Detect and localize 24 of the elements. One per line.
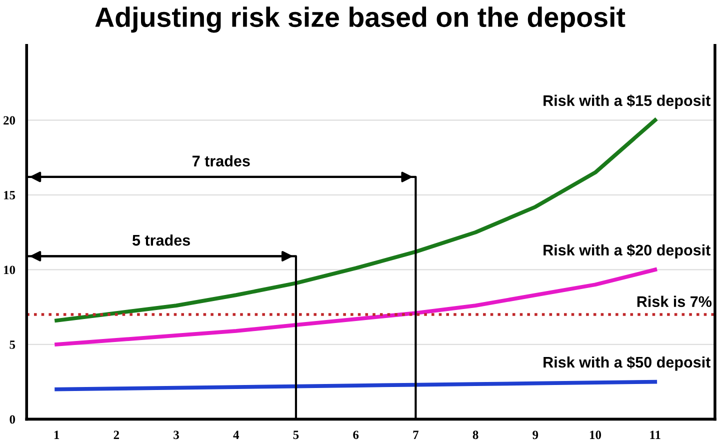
x-tick-label: 8 xyxy=(472,430,478,440)
x-tick-label: 2 xyxy=(114,430,120,439)
x-tick-label: 1 xyxy=(54,430,60,439)
y-tick-label: 5 xyxy=(10,340,16,349)
x-tick-label: 4 xyxy=(233,430,240,439)
y-tick-label: 20 xyxy=(4,116,16,125)
x-tick-label: 7 xyxy=(413,430,419,439)
line-series xyxy=(54,380,658,392)
y-tick-label: 10 xyxy=(4,266,16,274)
annotation: 7 trades xyxy=(192,155,250,166)
series-label: Risk with a $50 deposit xyxy=(544,356,710,371)
text: Risk with a $15 deposit xyxy=(544,94,710,110)
series-label: Risk with a $20 deposit xyxy=(544,244,710,259)
chart-title: Adjusting risk size based on the deposit xyxy=(95,6,626,33)
x-tick-label: 10 xyxy=(590,430,602,440)
y-tick-label: 0 xyxy=(10,415,16,424)
x-tick-label: 9 xyxy=(532,430,538,440)
x-tick-label: 6 xyxy=(353,430,359,440)
x-tick-label: 5 xyxy=(293,430,299,440)
annotation: 5 trades xyxy=(132,234,190,246)
ref-line-label: Risk is 7% xyxy=(637,296,712,308)
y-tick-label: 15 xyxy=(4,190,16,200)
x-tick-label: 3 xyxy=(174,430,179,440)
x-tick-label: 11 xyxy=(650,430,660,439)
